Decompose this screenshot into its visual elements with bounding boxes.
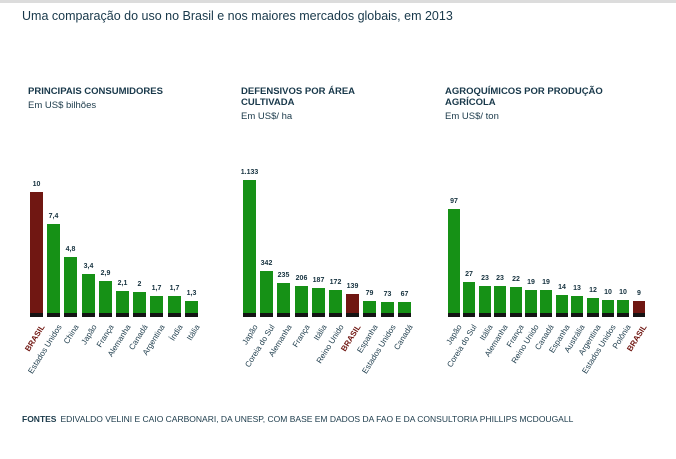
bar xyxy=(260,271,273,317)
bar xyxy=(243,180,256,317)
bar-value-label: 2,1 xyxy=(117,280,128,287)
chart-heading: AGROQUÍMICOS POR PRODUÇÃO AGRÍCOLA xyxy=(445,86,603,108)
bar-value-label: 206 xyxy=(295,275,308,282)
bar-value-label: 7,4 xyxy=(48,213,59,220)
bar-highlight xyxy=(346,294,359,317)
bar-value-label: 10 xyxy=(604,289,612,296)
bar xyxy=(99,281,112,317)
bar-value-label: 79 xyxy=(365,290,374,297)
bar-value-label: 27 xyxy=(465,271,473,278)
bar xyxy=(64,257,77,317)
bar-value-label: 1,7 xyxy=(151,285,162,292)
chart-unit-label: Em US$/ ton xyxy=(445,111,499,122)
bar-value-label: 187 xyxy=(312,277,325,284)
top-divider xyxy=(0,0,676,3)
bar-value-label: 1,3 xyxy=(186,290,197,297)
bar-value-label: 9 xyxy=(637,290,641,297)
bar-value-label: 2 xyxy=(137,281,142,288)
bar-value-label: 14 xyxy=(558,284,566,291)
bar xyxy=(295,286,308,317)
bar xyxy=(150,296,163,317)
bar-value-label: 10 xyxy=(619,289,627,296)
bar xyxy=(571,296,583,317)
bar-value-label: 2,9 xyxy=(100,270,111,277)
bar-value-label: 1,7 xyxy=(169,285,180,292)
chart-agroquimicos-por-producao: AGROQUÍMICOS POR PRODUÇÃO AGRÍCOLA Em US… xyxy=(444,86,670,400)
bar-value-label: 12 xyxy=(589,287,597,294)
bar-value-label: 19 xyxy=(527,279,535,286)
bar-value-label: 342 xyxy=(260,260,273,267)
plot-area: 10 BRASIL 7,4 Estados Unidos 4,8 China 3,4 Japã… xyxy=(23,86,240,400)
bar-value-label: 3,4 xyxy=(83,263,94,270)
bar xyxy=(540,290,552,317)
chart-principais-consumidores: PRINCIPAIS CONSUMIDORES Em US$ bilhões 1… xyxy=(23,86,240,400)
chart-unit-label: Em US$/ ha xyxy=(241,111,293,122)
chart-defensivos-por-area: DEFENSIVOS POR ÁREA CULTIVADA Em US$/ ha… xyxy=(240,86,446,400)
bar xyxy=(463,282,475,317)
bar-value-label: 4,8 xyxy=(65,246,76,253)
bar xyxy=(479,286,491,317)
page-title: Uma comparação do uso no Brasil e nos ma… xyxy=(22,9,453,23)
bar-value-label: 13 xyxy=(573,285,581,292)
plot-area: 97 Japão 27 Coreia do Sul 23 Itália 23 Alemanha… xyxy=(444,86,670,400)
bar xyxy=(329,290,342,317)
bar-value-label: 67 xyxy=(400,291,409,298)
bar-value-label: 22 xyxy=(512,276,520,283)
bar xyxy=(133,292,146,317)
bar-value-label: 73 xyxy=(383,291,392,298)
chart-heading: PRINCIPAIS CONSUMIDORES xyxy=(28,86,163,97)
bar-highlight xyxy=(30,192,43,317)
source-note: FONTES EDIVALDO VELINI E CAIO CARBONARI, … xyxy=(22,413,580,425)
bar xyxy=(363,301,376,317)
bar-value-label: 235 xyxy=(277,272,290,279)
bar xyxy=(381,302,394,317)
bar xyxy=(602,300,614,317)
bar xyxy=(312,288,325,317)
bar xyxy=(525,290,537,317)
plot-area: 1.133 Japão 342 Coreia do Sul 235 Alemanha 206… xyxy=(240,86,446,400)
bar-value-label: 139 xyxy=(346,283,359,290)
source-note-text: EDIVALDO VELINI E CAIO CARBONARI, DA UNE… xyxy=(60,414,574,424)
bar xyxy=(47,224,60,317)
bar xyxy=(617,300,629,317)
bar xyxy=(185,301,198,317)
bar-value-label: 1.133 xyxy=(240,169,259,176)
bar xyxy=(556,295,568,317)
bar xyxy=(587,298,599,317)
bar xyxy=(168,296,181,317)
bar-highlight xyxy=(633,301,645,317)
source-note-label: FONTES xyxy=(22,414,57,424)
bar xyxy=(510,287,522,317)
bar-value-label: 10 xyxy=(32,181,41,188)
bar-value-label: 19 xyxy=(542,279,550,286)
chart-unit-label: Em US$ bilhões xyxy=(28,100,97,111)
bar-value-label: 23 xyxy=(481,275,489,282)
bar xyxy=(116,291,129,317)
bar xyxy=(494,286,506,317)
bar xyxy=(82,274,95,317)
bar-value-label: 23 xyxy=(496,275,504,282)
bar-value-label: 97 xyxy=(450,198,458,205)
bar-value-label: 172 xyxy=(329,279,342,286)
chart-heading: DEFENSIVOS POR ÁREA CULTIVADA xyxy=(241,86,355,108)
bar xyxy=(277,283,290,317)
bar xyxy=(448,209,460,317)
bar xyxy=(398,302,411,317)
